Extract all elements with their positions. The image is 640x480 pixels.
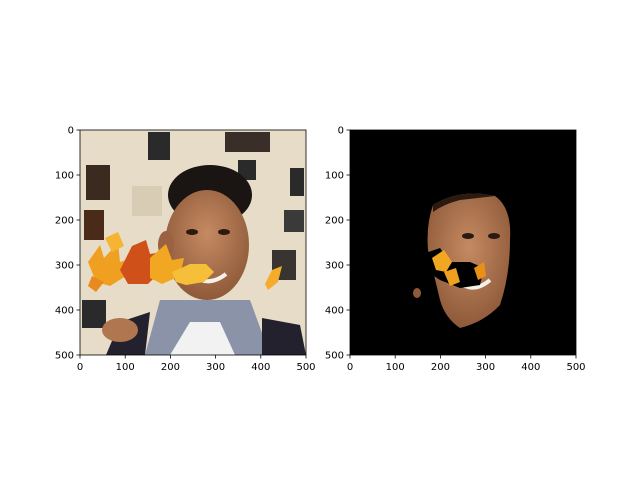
original-photo xyxy=(80,130,306,355)
left-ytick-label: 500 xyxy=(55,351,74,362)
left-axes-frame xyxy=(79,129,307,356)
left-xtick-label: 100 xyxy=(116,362,135,373)
left-xtick-label: 500 xyxy=(296,362,315,373)
mask-image xyxy=(350,130,576,355)
right-axes-frame xyxy=(349,129,577,356)
left-ytick-label: 400 xyxy=(55,306,74,317)
right-xtick-label: 400 xyxy=(521,362,540,373)
left-ytick-label: 300 xyxy=(55,261,74,272)
right-ytick-label: 500 xyxy=(325,351,344,362)
right-xtick-label: 200 xyxy=(431,362,450,373)
right-ytick-label: 100 xyxy=(325,171,344,182)
leaf-cluster xyxy=(88,232,282,292)
right-xtick-label: 0 xyxy=(347,362,353,373)
left-xtick-label: 200 xyxy=(161,362,180,373)
right-xtick-label: 500 xyxy=(566,362,585,373)
left-ytick-label: 200 xyxy=(55,216,74,227)
right-ytick-label: 400 xyxy=(325,306,344,317)
left-ytick-label: 100 xyxy=(55,171,74,182)
right-ytick-label: 200 xyxy=(325,216,344,227)
right-xtick-label: 100 xyxy=(386,362,405,373)
left-xtick-label: 400 xyxy=(251,362,270,373)
left-xtick-label: 300 xyxy=(206,362,225,373)
right-ytick-label: 300 xyxy=(325,261,344,272)
right-xtick-label: 300 xyxy=(476,362,495,373)
left-ytick-label: 0 xyxy=(68,126,74,137)
face-region xyxy=(427,193,511,328)
right-ytick-label: 0 xyxy=(338,126,344,137)
left-xtick-label: 0 xyxy=(77,362,83,373)
